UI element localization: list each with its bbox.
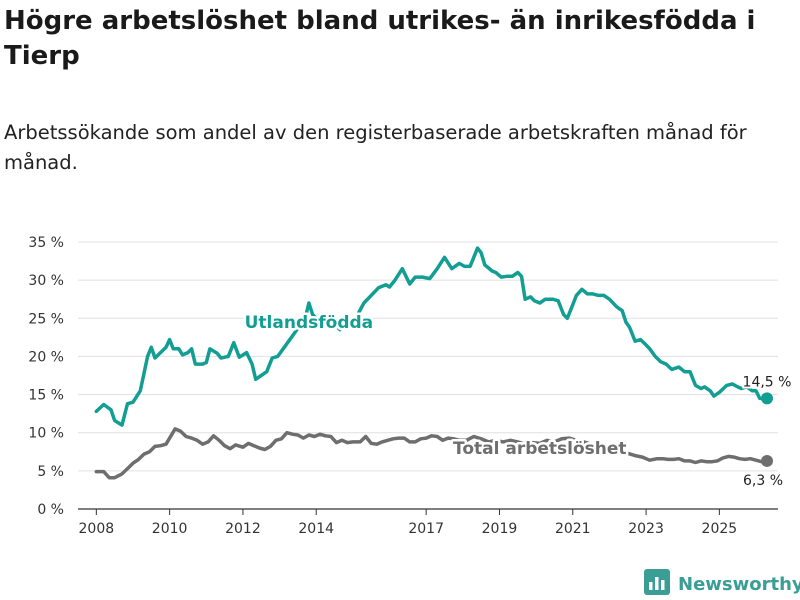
x-tick-label: 2025 — [702, 521, 738, 537]
x-tick-label: 2021 — [555, 521, 591, 537]
x-tick-label: 2019 — [482, 521, 518, 537]
series-lines — [94, 246, 774, 480]
newsworthy-logo: Newsworthy — [644, 569, 800, 599]
bar-chart-logo-icon — [644, 569, 670, 599]
series-end-dot-total-arbetslöshet — [761, 454, 774, 467]
x-tick-label: 2023 — [628, 521, 664, 537]
x-axis: 2008 2010 2012 2014 2017 2019 2021 2023 2025 — [78, 508, 778, 537]
x-tick-label: 2017 — [408, 521, 444, 537]
y-tick-label: 5 % — [37, 464, 64, 480]
y-tick-label: 30 % — [28, 273, 64, 289]
series-label: Utlandsfödda — [245, 313, 374, 333]
chart-subtitle: Arbetssökande som andel av den registerb… — [4, 121, 747, 174]
y-tick-label: 10 % — [28, 426, 64, 442]
y-tick-label: 0 % — [37, 502, 64, 518]
series-line-total-arbetslöshet — [94, 427, 769, 480]
series-label: Total arbetslöshet — [453, 439, 627, 459]
end-value-label: 14,5 % — [743, 374, 792, 390]
x-tick-label: 2014 — [298, 521, 334, 537]
y-tick-label: 35 % — [28, 235, 64, 251]
x-tick-label: 2008 — [79, 521, 115, 537]
x-tick-label: 2012 — [225, 521, 261, 537]
chart-title: Högre arbetslöshet bland utrikes- än inr… — [4, 6, 756, 71]
brand-name: Newsworthy — [678, 573, 800, 595]
series-end-dot-utlandsfödda — [761, 392, 774, 405]
y-tick-label: 20 % — [28, 349, 64, 365]
end-value-label: 6,3 % — [743, 473, 783, 489]
y-axis-ticks: 0 % 5 % 10 % 15 % 20 % 25 % 30 % 35 % — [28, 235, 64, 518]
x-tick-label: 2010 — [152, 521, 188, 537]
y-tick-label: 25 % — [28, 311, 64, 327]
series-line-utlandsfödda — [94, 246, 769, 427]
y-tick-label: 15 % — [28, 388, 64, 404]
series-labels: Utlandsfödda Total arbetslöshet 14,5 % 6,3 … — [242, 311, 793, 491]
